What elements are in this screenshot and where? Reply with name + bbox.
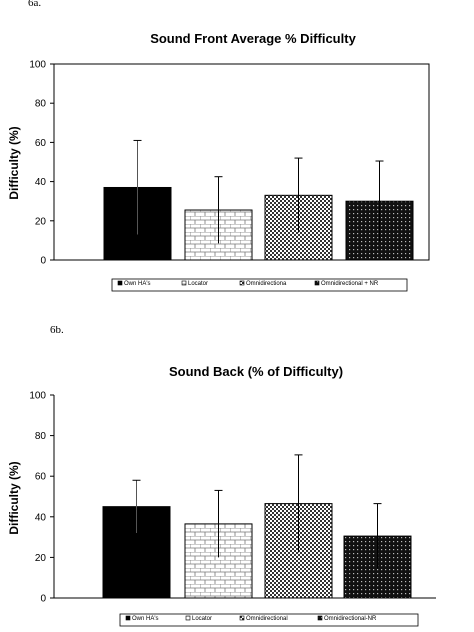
- y-tick-label: 100: [29, 391, 46, 402]
- legend-label-1: Own HA's: [124, 281, 150, 287]
- chart-sound-front: Sound Front Average % Difficulty Difficu…: [7, 31, 430, 292]
- y-tick-label: 0: [40, 594, 46, 605]
- y-tick-label: 60: [35, 472, 47, 483]
- legend-box: [119, 613, 419, 627]
- legend: Own HA's Locator Omnidirectional Omnidirect…: [119, 613, 419, 627]
- legend-label-1: Own HA's: [132, 616, 158, 622]
- y-tick-label: 0: [40, 256, 46, 267]
- legend-swatch-3: [239, 615, 245, 621]
- y-axis-label: Difficulty (%): [7, 461, 21, 534]
- y-tick-label: 40: [35, 177, 47, 188]
- legend-swatch-1: [125, 615, 131, 621]
- legend-swatch-2: [185, 615, 191, 621]
- y-tick-label: 100: [29, 60, 46, 71]
- y-tick-label: 20: [35, 553, 47, 564]
- y-tick-label: 20: [35, 216, 47, 227]
- y-tick-label: 40: [35, 512, 47, 523]
- legend-label-2: Locator: [192, 616, 212, 622]
- legend-swatch-4: [314, 280, 320, 286]
- chart-sound-back: Sound Back (% of Difficulty) Difficulty …: [7, 364, 436, 627]
- y-axis-label: Difficulty (%): [7, 126, 21, 199]
- panel-label-top: 6a.: [28, 0, 41, 9]
- y-tick-label: 80: [35, 431, 47, 442]
- legend: Own HA's Locator Omnidirectiona Omnidirecti…: [111, 278, 408, 292]
- y-tick-label: 60: [35, 138, 47, 149]
- legend-swatch-3: [239, 280, 245, 286]
- legend-label-4: Omnidirectional + NR: [321, 281, 379, 287]
- legend-swatch-4: [317, 615, 323, 621]
- legend-label-3: Omnidirectiona: [246, 281, 287, 287]
- legend-swatch-1: [117, 280, 123, 286]
- legend-label-4: Omnidirectional-NR: [324, 616, 377, 622]
- panel-label-bottom: 6b.: [50, 324, 64, 336]
- y-tick-label: 80: [35, 99, 47, 110]
- chart-title: Sound Front Average % Difficulty: [150, 31, 356, 46]
- chart-title: Sound Back (% of Difficulty): [169, 364, 343, 379]
- legend-label-3: Omnidirectional: [246, 616, 288, 622]
- legend-swatch-2: [181, 280, 187, 286]
- legend-label-2: Locator: [188, 281, 208, 287]
